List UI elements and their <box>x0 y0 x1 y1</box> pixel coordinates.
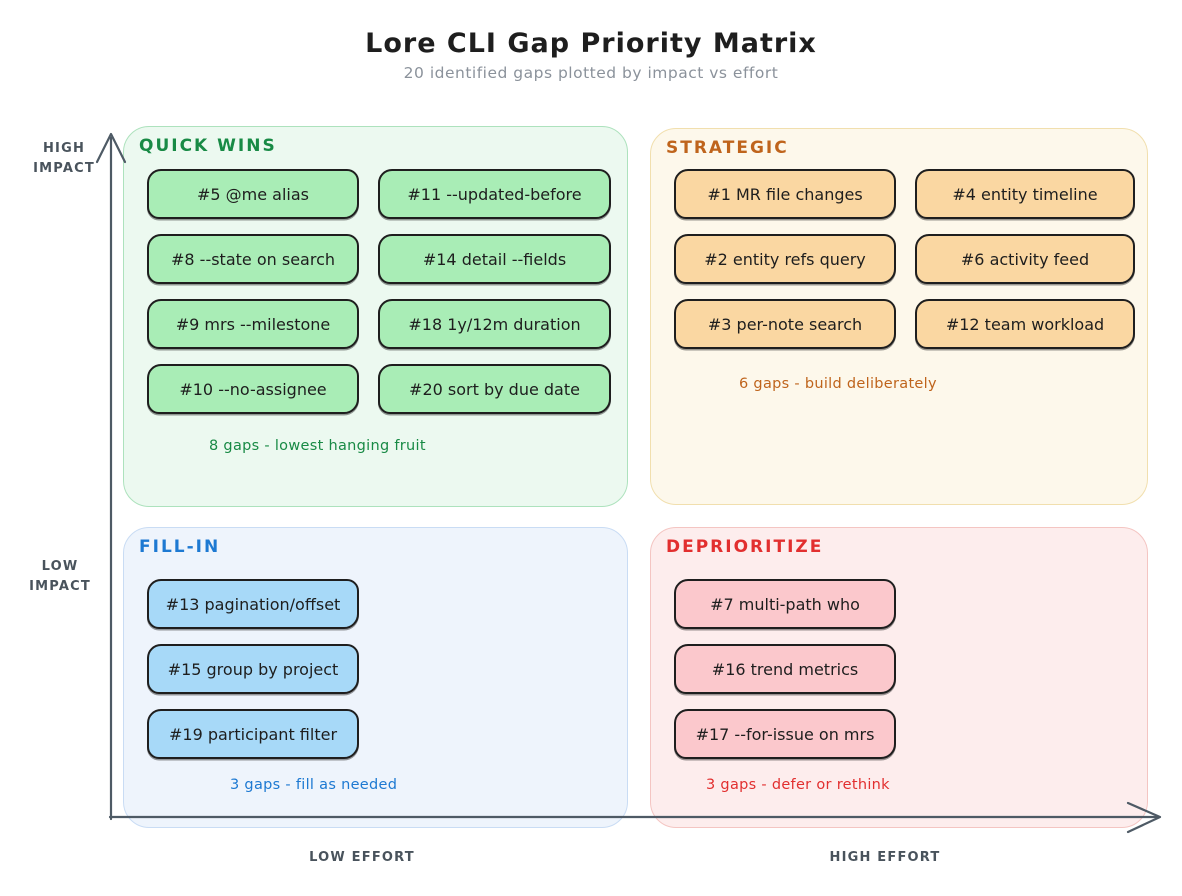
gap-item: #20 sort by due date <box>378 364 611 414</box>
x-axis-high-label: HIGH EFFORT <box>829 850 941 865</box>
gap-item: #9 mrs --milestone <box>147 299 359 349</box>
page-title: Lore CLI Gap Priority Matrix <box>365 28 817 59</box>
gap-item: #14 detail --fields <box>378 234 611 284</box>
gap-item: #1 MR file changes <box>674 169 896 219</box>
gap-item: #19 participant filter <box>147 709 359 759</box>
gap-item: #16 trend metrics <box>674 644 896 694</box>
x-axis-low-label: LOW EFFORT <box>309 850 415 865</box>
quadrant-title: STRATEGIC <box>666 138 789 158</box>
gap-item: #5 @me alias <box>147 169 359 219</box>
quadrant-items: #13 pagination/offset #15 group by projec… <box>147 579 359 759</box>
y-axis-low-label: LOW IMPACT <box>29 559 91 594</box>
quadrant-items: #5 @me alias #11 --updated-before #8 --sta… <box>147 169 611 414</box>
quadrant-strategic: STRATEGIC #1 MR file changes #4 entity ti… <box>650 128 1148 505</box>
quadrant-caption: 6 gaps - build deliberately <box>739 376 937 392</box>
gap-item: #4 entity timeline <box>915 169 1135 219</box>
gap-item: #7 multi-path who <box>674 579 896 629</box>
gap-item: #12 team workload <box>915 299 1135 349</box>
quadrant-title: DEPRIORITIZE <box>666 537 824 557</box>
quadrant-caption: 8 gaps - lowest hanging fruit <box>209 438 426 454</box>
quadrant-title: QUICK WINS <box>139 136 277 156</box>
quadrant-caption: 3 gaps - defer or rethink <box>706 777 890 793</box>
gap-item: #11 --updated-before <box>378 169 611 219</box>
gap-item: #13 pagination/offset <box>147 579 359 629</box>
gap-item: #3 per-note search <box>674 299 896 349</box>
gap-item: #6 activity feed <box>915 234 1135 284</box>
quadrant-deprioritize: DEPRIORITIZE #7 multi-path who #16 trend … <box>650 527 1148 828</box>
gap-item: #8 --state on search <box>147 234 359 284</box>
gap-item: #18 1y/12m duration <box>378 299 611 349</box>
quadrant-items: #1 MR file changes #4 entity timeline #2 e… <box>674 169 1135 349</box>
quadrant-caption: 3 gaps - fill as needed <box>230 777 398 793</box>
quadrant-fill-in: FILL-IN #13 pagination/offset #15 group b… <box>123 527 628 828</box>
gap-item: #2 entity refs query <box>674 234 896 284</box>
gap-item: #15 group by project <box>147 644 359 694</box>
y-axis-high-label: HIGH IMPACT <box>33 141 95 176</box>
page-subtitle: 20 identified gaps plotted by impact vs … <box>403 64 779 82</box>
gap-item: #17 --for-issue on mrs <box>674 709 896 759</box>
quadrant-quick-wins: QUICK WINS #5 @me alias #11 --updated-bef… <box>123 126 628 507</box>
quadrant-title: FILL-IN <box>139 537 221 557</box>
gap-item: #10 --no-assignee <box>147 364 359 414</box>
quadrant-items: #7 multi-path who #16 trend metrics #17 --… <box>674 579 896 759</box>
